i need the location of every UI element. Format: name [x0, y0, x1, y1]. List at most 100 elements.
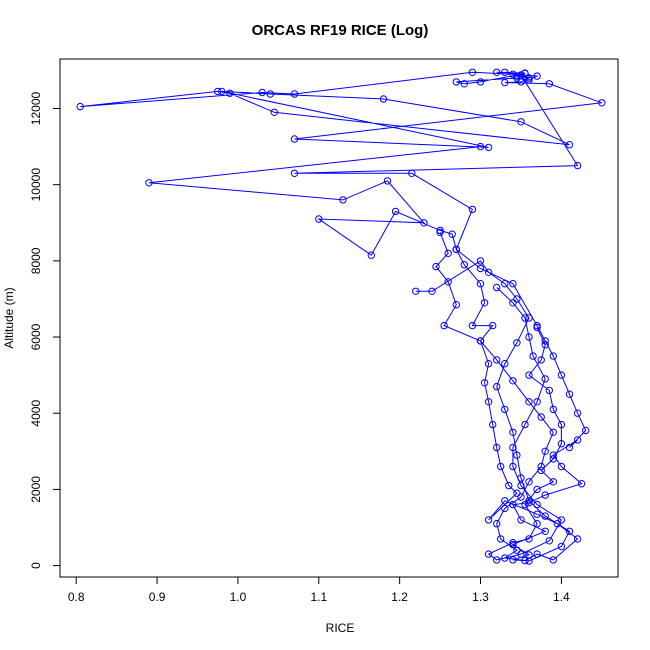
y-tick-label: 0 [29, 562, 43, 569]
chart-title: ORCAS RF19 RICE (Log) [252, 22, 429, 39]
data-point [214, 87, 222, 96]
data-point [505, 481, 513, 490]
data-point [549, 478, 557, 486]
y-axis-label: Altitude (m) [2, 287, 16, 348]
data-point [565, 390, 574, 398]
data-point [513, 72, 521, 80]
data-point [460, 80, 468, 88]
series-line [415, 232, 571, 562]
data-point [541, 491, 549, 499]
data-point [484, 360, 493, 368]
data-point [513, 339, 521, 347]
data-point [476, 257, 485, 265]
data-point [517, 71, 525, 79]
data-point [537, 466, 545, 475]
data-point [501, 280, 509, 288]
data-point [557, 371, 566, 379]
data-point [391, 207, 400, 216]
data-point [489, 420, 497, 429]
data-point [266, 90, 274, 98]
x-axis: 0.8 0.9 1.0 1.1 1.2 1.3 1.4 [68, 576, 570, 604]
data-point [468, 205, 477, 214]
data-point [379, 95, 388, 103]
data-point [517, 550, 525, 558]
data-point [497, 462, 505, 471]
data-point [513, 295, 521, 303]
data-point [557, 542, 566, 551]
data-point [497, 535, 505, 543]
data-point [218, 87, 226, 96]
data-point [509, 70, 517, 78]
data-point [557, 462, 566, 471]
data-point [452, 78, 460, 86]
data-point [493, 356, 501, 364]
data-point [513, 451, 521, 459]
data-point [573, 161, 582, 170]
data-point [525, 497, 533, 505]
series-layer [76, 68, 606, 565]
data-point [440, 321, 448, 330]
data-point [525, 478, 533, 486]
x-tick-label: 0.8 [68, 590, 85, 604]
data-point [541, 375, 549, 383]
x-tick-label: 1.1 [310, 590, 327, 604]
data-point [484, 268, 493, 276]
data-point [521, 314, 529, 322]
data-point [509, 428, 517, 436]
data-point [525, 557, 533, 565]
data-point [533, 510, 541, 518]
data-point [501, 68, 509, 77]
plot-frame [59, 58, 619, 578]
data-point [428, 287, 436, 295]
x-tick-label: 1.0 [230, 590, 247, 604]
series-2 [412, 228, 574, 565]
data-point [412, 287, 420, 295]
data-point [420, 219, 428, 227]
data-point [339, 196, 347, 204]
y-tick-label: 6000 [29, 323, 43, 350]
x-tick-label: 0.9 [149, 590, 166, 604]
data-point [501, 504, 509, 513]
data-point [565, 443, 574, 452]
data-point [484, 550, 493, 558]
data-point [509, 443, 517, 452]
series-1 [76, 68, 606, 565]
y-tick-label: 8000 [29, 247, 43, 274]
data-point [509, 462, 517, 471]
data-point [529, 352, 537, 360]
data-point [525, 398, 533, 406]
data-point [436, 228, 444, 237]
data-point [509, 377, 517, 385]
data-point [521, 500, 529, 509]
data-point [549, 455, 557, 463]
data-point [573, 436, 582, 444]
data-point [525, 333, 533, 341]
data-point [549, 405, 557, 414]
data-point [315, 215, 323, 223]
data-point [533, 323, 541, 332]
data-point [476, 280, 485, 288]
data-point [545, 537, 553, 545]
data-point [493, 68, 501, 77]
data-point [557, 516, 566, 524]
data-point [541, 527, 549, 535]
data-point [367, 251, 375, 259]
data-point [468, 321, 477, 330]
data-point [557, 440, 566, 448]
data-point [541, 341, 549, 349]
data-point [537, 356, 545, 364]
x-tick-label: 1.4 [553, 590, 570, 604]
data-point [480, 299, 489, 307]
data-point [484, 398, 493, 406]
data-point [258, 88, 266, 97]
data-point [493, 382, 501, 391]
data-point [509, 539, 517, 547]
data-point [545, 386, 553, 395]
data-point [501, 497, 509, 505]
data-point [493, 443, 501, 452]
data-point [541, 447, 549, 455]
data-point [549, 556, 557, 564]
data-point [489, 321, 497, 330]
data-point [517, 493, 525, 501]
